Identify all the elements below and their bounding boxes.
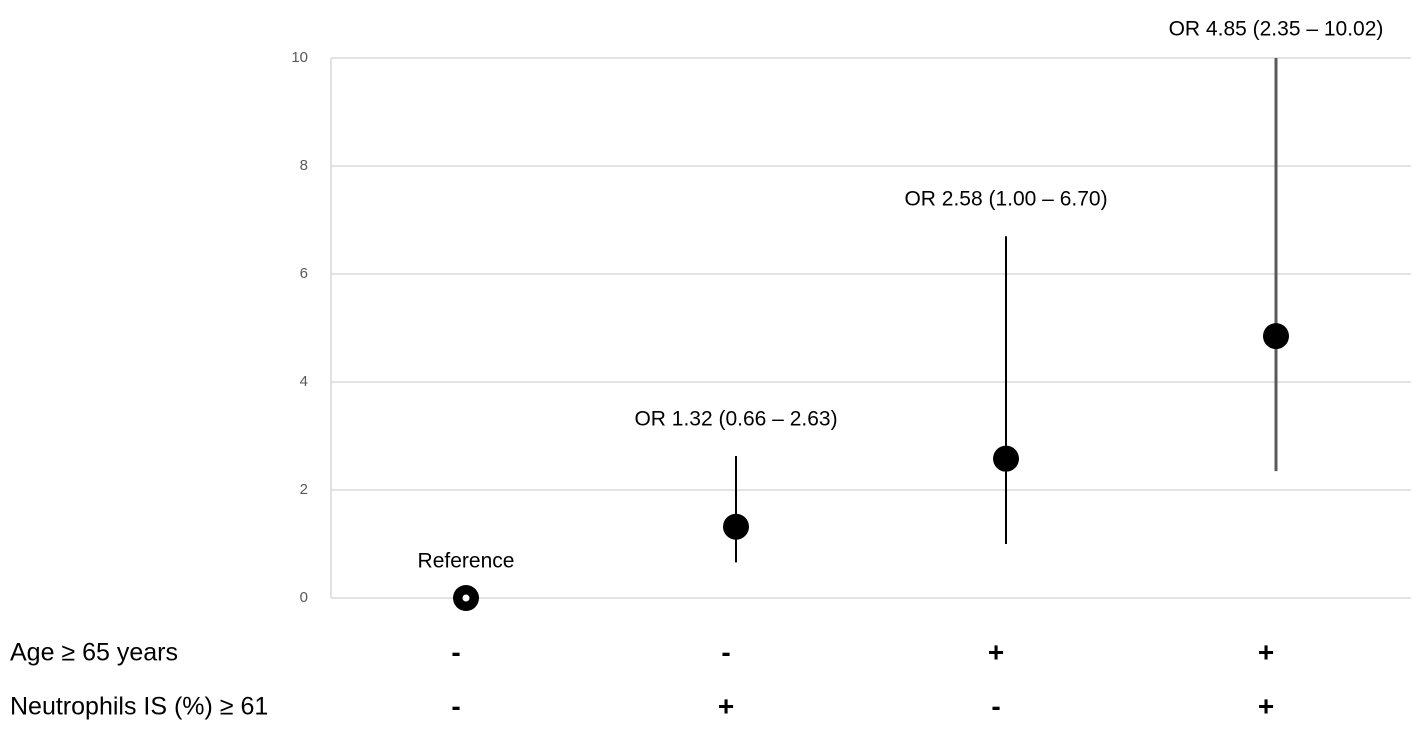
- row-label: Neutrophils IS (%) ≥ 61: [10, 693, 268, 721]
- row-mark: +: [1258, 690, 1274, 721]
- y-tick-label: 2: [300, 481, 308, 498]
- annotation: Reference: [418, 550, 515, 573]
- row-mark: -: [451, 690, 460, 721]
- plot-area: [735, 58, 1278, 563]
- row-mark: +: [988, 636, 1004, 667]
- point-center: [462, 594, 470, 602]
- annotation: OR 4.85 (2.35 – 10.02): [1169, 18, 1384, 41]
- y-tick-label: 8: [300, 157, 308, 174]
- row-mark: -: [721, 636, 730, 667]
- row-mark: +: [718, 690, 734, 721]
- annotation: OR 2.58 (1.00 – 6.70): [904, 188, 1107, 211]
- y-tick-label: 10: [291, 49, 308, 66]
- point: [993, 445, 1019, 472]
- row-label: Age ≥ 65 years: [10, 639, 178, 667]
- y-tick-label: 0: [300, 589, 308, 606]
- point: [1263, 323, 1289, 350]
- annotation: OR 1.32 (0.66 – 2.63): [634, 408, 837, 431]
- y-tick-label: 4: [300, 373, 308, 390]
- row-mark: -: [451, 636, 460, 667]
- row-mark: -: [991, 690, 1000, 721]
- point: [723, 513, 749, 540]
- y-tick-label: 6: [300, 265, 308, 282]
- row-mark: +: [1258, 636, 1274, 667]
